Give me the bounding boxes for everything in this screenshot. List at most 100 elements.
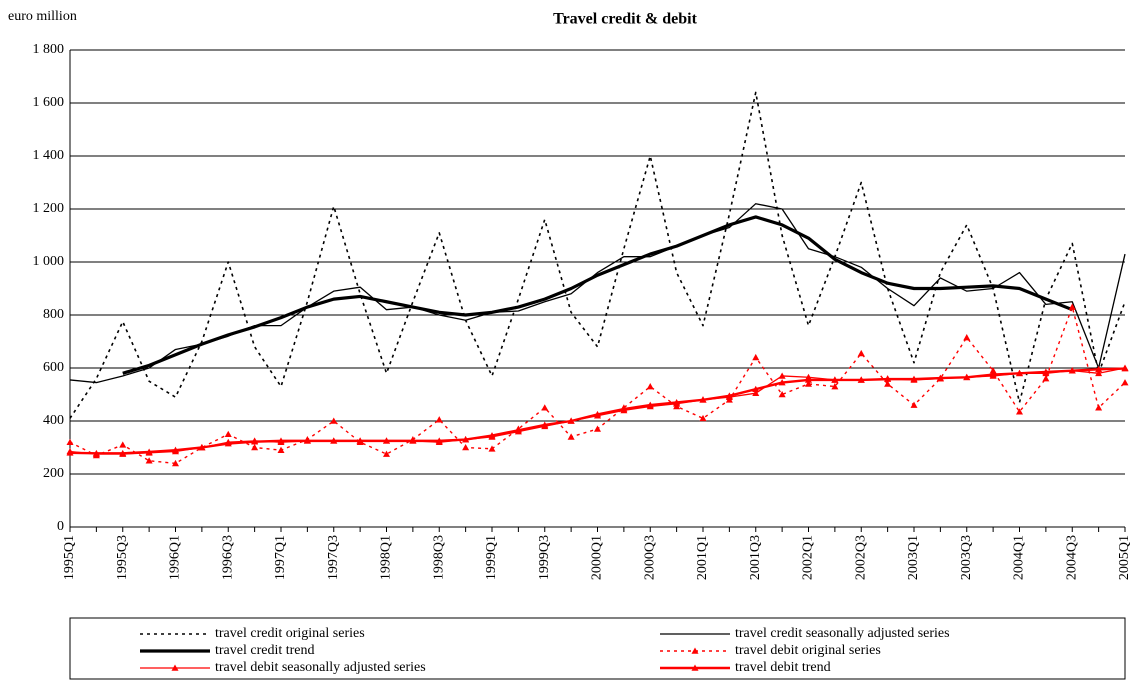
- y-tick-label: 200: [43, 466, 64, 481]
- x-tick-label: 1995Q3: [115, 535, 130, 580]
- marker: [303, 437, 311, 444]
- x-tick-label: 2001Q1: [695, 535, 710, 580]
- marker: [1016, 408, 1023, 415]
- y-tick-label: 800: [43, 307, 64, 322]
- marker: [119, 441, 127, 448]
- marker: [831, 376, 839, 383]
- marker: [673, 398, 681, 406]
- marker: [910, 401, 918, 408]
- x-tick-label: 1995Q1: [62, 535, 77, 580]
- marker: [778, 379, 786, 386]
- marker: [198, 444, 206, 451]
- y-tick-label: 1 400: [33, 148, 65, 163]
- y-tick-label: 1 000: [33, 254, 65, 269]
- legend-box: [69, 617, 1126, 680]
- marker: [1042, 368, 1050, 375]
- x-tick-label: 1997Q1: [273, 535, 288, 580]
- x-tick-label: 2001Q3: [748, 535, 763, 580]
- y-tick-label: 1 800: [33, 42, 65, 57]
- legend-label: travel credit trend: [215, 643, 315, 658]
- y-axis-label: euro million: [8, 9, 77, 24]
- marker: [224, 430, 232, 438]
- x-tick-label: 2004Q3: [1064, 535, 1079, 580]
- legend-label: travel debit trend: [735, 660, 831, 675]
- marker: [567, 433, 575, 440]
- x-tick-label: 1996Q1: [168, 535, 183, 580]
- x-tick-label: 1999Q1: [484, 535, 499, 580]
- y-tick-label: 1 600: [33, 95, 65, 110]
- marker: [778, 372, 786, 379]
- marker: [752, 389, 760, 396]
- legend-marker: [691, 647, 699, 654]
- marker: [277, 437, 285, 444]
- marker: [989, 367, 997, 374]
- x-tick-label: 1998Q3: [431, 535, 446, 580]
- x-tick-label: 1999Q3: [537, 535, 552, 580]
- x-tick-label: 1997Q3: [326, 535, 341, 580]
- marker: [1095, 404, 1103, 411]
- x-tick-label: 2002Q1: [801, 535, 816, 580]
- marker: [752, 353, 760, 361]
- marker: [989, 371, 997, 378]
- marker: [1016, 369, 1023, 377]
- marker: [646, 401, 654, 408]
- marker: [172, 446, 179, 453]
- legend-marker: [691, 664, 699, 671]
- marker: [857, 349, 865, 357]
- marker: [831, 383, 839, 390]
- legend-label: travel credit original series: [215, 626, 365, 641]
- marker: [725, 392, 733, 399]
- chart-title: Travel credit & debit: [553, 11, 697, 28]
- marker: [1121, 365, 1129, 372]
- marker: [620, 405, 628, 412]
- marker: [172, 459, 179, 467]
- y-tick-label: 1 200: [33, 201, 65, 216]
- marker: [699, 414, 707, 422]
- marker: [66, 449, 74, 456]
- marker: [488, 445, 496, 452]
- x-tick-label: 1996Q3: [220, 535, 235, 580]
- marker: [884, 375, 892, 382]
- marker: [277, 446, 285, 453]
- marker: [884, 380, 892, 387]
- x-tick-label: 2004Q1: [1012, 535, 1027, 580]
- marker: [383, 437, 390, 444]
- series-line: [69, 203, 1126, 384]
- x-tick-label: 2003Q1: [906, 535, 921, 580]
- marker: [594, 410, 601, 418]
- y-tick-label: 400: [43, 413, 64, 428]
- marker: [383, 450, 390, 457]
- marker: [145, 448, 153, 455]
- x-tick-label: 2000Q3: [642, 535, 657, 580]
- marker: [330, 417, 338, 424]
- marker: [330, 437, 338, 444]
- marker: [778, 391, 786, 398]
- marker: [805, 376, 812, 383]
- marker: [752, 385, 760, 392]
- y-tick-label: 600: [43, 360, 64, 375]
- marker: [699, 396, 707, 403]
- x-tick-label: 2000Q1: [590, 535, 605, 580]
- marker: [409, 437, 417, 444]
- marker: [1095, 369, 1103, 377]
- marker: [541, 421, 549, 428]
- marker: [567, 417, 575, 424]
- marker: [1121, 379, 1129, 386]
- series-line: [69, 91, 1126, 419]
- marker: [462, 444, 470, 451]
- marker: [963, 373, 971, 381]
- marker: [92, 449, 100, 457]
- marker: [646, 383, 654, 390]
- marker: [936, 374, 944, 381]
- x-tick-label: 1998Q1: [379, 535, 394, 580]
- x-tick-label: 2002Q3: [853, 535, 868, 580]
- marker: [1042, 375, 1050, 382]
- legend-marker: [171, 664, 179, 671]
- marker: [462, 436, 470, 443]
- marker: [594, 425, 601, 432]
- marker: [805, 380, 812, 387]
- marker: [435, 416, 443, 423]
- marker: [488, 432, 496, 439]
- marker: [963, 334, 971, 341]
